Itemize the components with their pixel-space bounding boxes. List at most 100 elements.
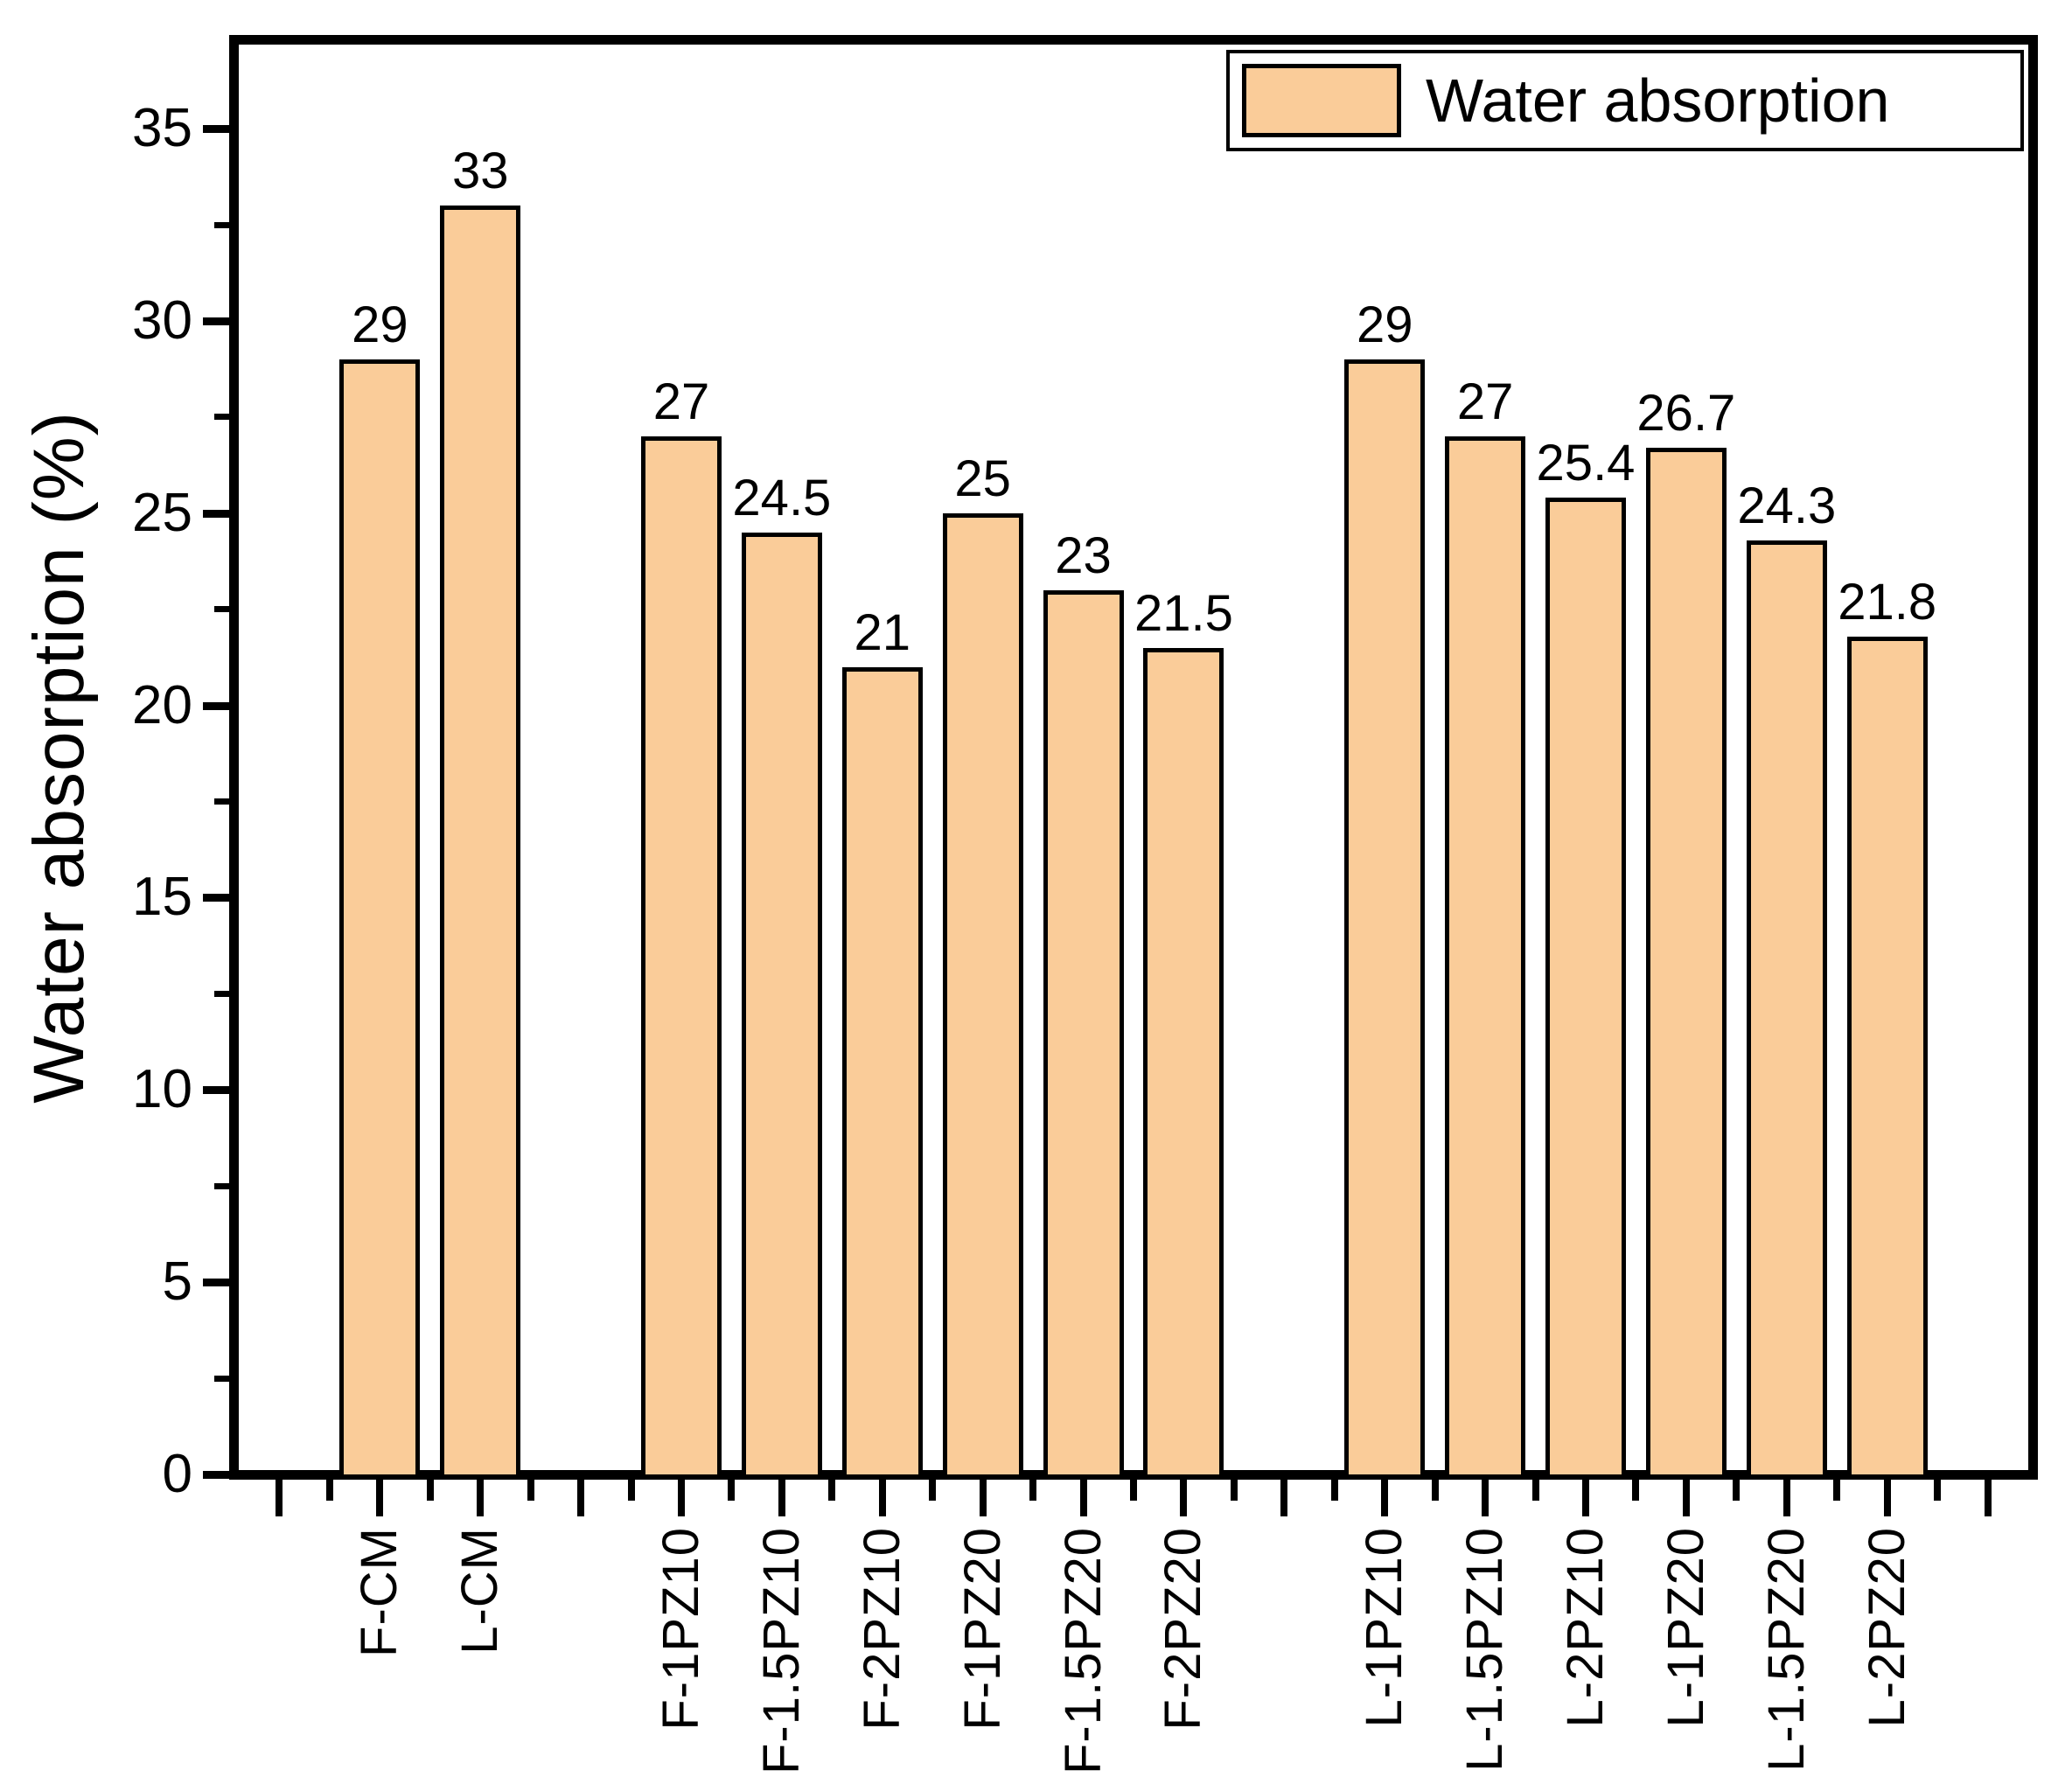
x-tick-major <box>778 1480 785 1516</box>
y-tick-label: 10 <box>132 1059 192 1120</box>
x-tick-minor <box>627 1480 635 1501</box>
x-tick-minor <box>527 1480 534 1501</box>
bar-F-CM <box>339 359 421 1479</box>
value-label: 21 <box>854 603 911 661</box>
value-label: 24.5 <box>732 469 832 526</box>
bar-F-1.5PZ10 <box>741 532 822 1479</box>
x-tick-minor <box>325 1480 333 1501</box>
y-tick-label: 30 <box>132 289 192 351</box>
bar-F-1.5PZ20 <box>1043 589 1124 1479</box>
value-label: 23 <box>1055 526 1112 584</box>
bar-F-1PZ10 <box>641 436 722 1479</box>
x-tick-major <box>376 1480 384 1516</box>
y-tick-major <box>203 701 229 710</box>
value-label: 21.5 <box>1134 584 1233 642</box>
x-axis-label: L-1PZ10 <box>1356 1527 1413 1728</box>
y-tick-label: 25 <box>132 482 192 543</box>
x-tick-major <box>1984 1480 1992 1516</box>
y-tick-minor <box>214 798 229 805</box>
y-tick-label: 35 <box>132 98 192 159</box>
value-label: 33 <box>451 143 509 200</box>
x-axis-label: F-1PZ20 <box>953 1527 1011 1731</box>
bar-L-1PZ20 <box>1645 448 1727 1479</box>
x-axis-label: F-2PZ20 <box>1155 1527 1212 1731</box>
x-tick-major <box>1782 1480 1790 1516</box>
y-tick-label: 15 <box>132 867 192 928</box>
legend-box: Water absorption <box>1226 50 2024 151</box>
bar-L-2PZ20 <box>1846 636 1928 1479</box>
x-tick-major <box>878 1480 886 1516</box>
y-tick-minor <box>214 990 229 997</box>
x-tick-minor <box>426 1480 434 1501</box>
y-tick-minor <box>214 414 229 421</box>
value-label: 21.8 <box>1838 573 1937 631</box>
x-axis-label: F-1.5PZ10 <box>752 1527 810 1774</box>
plot-frame <box>229 35 2038 1480</box>
value-label: 29 <box>1356 296 1413 353</box>
y-tick-label: 20 <box>132 674 192 735</box>
x-tick-minor <box>1934 1480 1942 1501</box>
bar-F-1PZ20 <box>942 512 1023 1479</box>
x-tick-minor <box>1632 1480 1640 1501</box>
x-axis-label: F-1PZ10 <box>652 1527 709 1731</box>
y-tick-major <box>203 317 229 325</box>
x-tick-minor <box>1833 1480 1841 1501</box>
x-axis-label: L-CM <box>451 1527 509 1655</box>
value-label: 26.7 <box>1636 385 1736 443</box>
y-tick-minor <box>214 1375 229 1382</box>
y-tick-minor <box>214 1182 229 1189</box>
x-axis-label: F-CM <box>351 1527 408 1657</box>
x-tick-minor <box>1029 1480 1037 1501</box>
y-tick-major <box>203 1086 229 1095</box>
x-tick-major <box>1180 1480 1188 1516</box>
bar-L-2PZ10 <box>1545 498 1626 1479</box>
x-tick-major <box>276 1480 283 1516</box>
x-tick-major <box>477 1480 485 1516</box>
x-axis-label: F-1.5PZ20 <box>1054 1527 1112 1774</box>
bar-L-1PZ10 <box>1344 359 1426 1479</box>
x-tick-minor <box>1230 1480 1238 1501</box>
x-tick-minor <box>1330 1480 1338 1501</box>
x-axis-label: L-2PZ20 <box>1858 1527 1915 1728</box>
y-tick-minor <box>214 221 229 228</box>
x-tick-major <box>979 1480 987 1516</box>
legend-label: Water absorption <box>1426 66 1890 135</box>
value-label: 27 <box>652 373 710 430</box>
x-tick-major <box>1883 1480 1891 1516</box>
x-tick-minor <box>1431 1480 1439 1501</box>
value-label: 27 <box>1456 373 1514 430</box>
x-tick-minor <box>828 1480 836 1501</box>
x-axis-label: L-1PZ20 <box>1657 1527 1714 1728</box>
x-axis-label: L-1.5PZ20 <box>1757 1527 1815 1772</box>
x-axis-label: L-1.5PZ10 <box>1456 1527 1514 1772</box>
x-tick-major <box>1381 1480 1389 1516</box>
x-tick-major <box>1280 1480 1288 1516</box>
bar-F-2PZ20 <box>1143 647 1224 1479</box>
value-label: 25.4 <box>1536 435 1636 492</box>
y-tick-major <box>203 894 229 902</box>
legend-swatch <box>1242 64 1401 137</box>
bar-F-2PZ10 <box>841 666 923 1479</box>
x-tick-minor <box>728 1480 736 1501</box>
x-tick-major <box>1482 1480 1489 1516</box>
x-tick-major <box>678 1480 685 1516</box>
bar-L-1.5PZ10 <box>1445 436 1526 1479</box>
y-tick-major <box>203 1471 229 1479</box>
x-tick-minor <box>1733 1480 1741 1501</box>
x-tick-minor <box>929 1480 937 1501</box>
bar-L-CM <box>440 206 521 1479</box>
x-axis-label: L-2PZ10 <box>1557 1527 1614 1728</box>
x-tick-major <box>1079 1480 1087 1516</box>
y-tick-label: 0 <box>162 1444 192 1504</box>
x-tick-major <box>1582 1480 1589 1516</box>
y-tick-major <box>203 1279 229 1287</box>
value-label: 24.3 <box>1737 477 1837 534</box>
value-label: 25 <box>954 449 1011 507</box>
y-tick-minor <box>214 606 229 613</box>
x-tick-minor <box>1130 1480 1137 1501</box>
x-tick-major <box>577 1480 585 1516</box>
value-label: 29 <box>352 296 408 353</box>
y-tick-major <box>203 509 229 518</box>
x-axis-label: F-2PZ10 <box>853 1527 910 1731</box>
